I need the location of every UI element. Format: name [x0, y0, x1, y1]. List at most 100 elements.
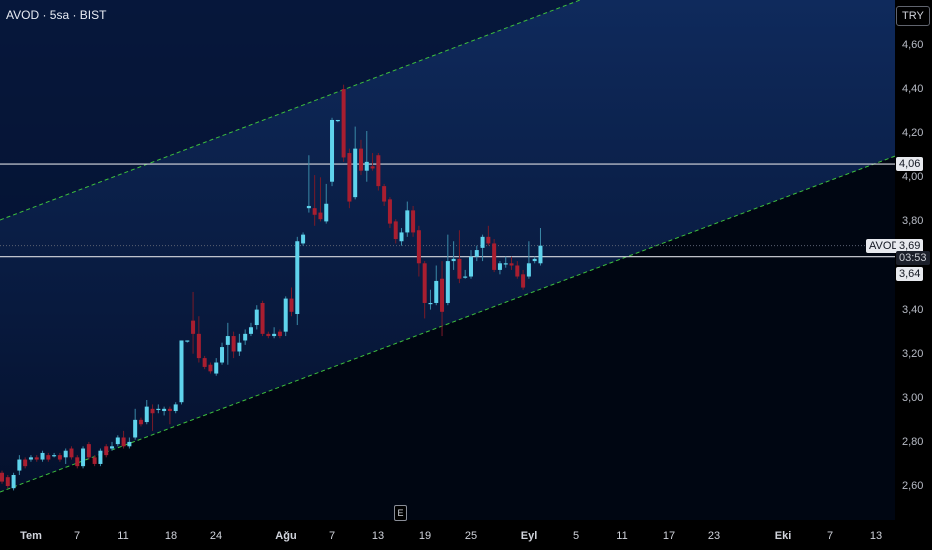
candle-body — [237, 342, 242, 352]
price-tick: 2,60 — [902, 480, 924, 492]
candle-body — [138, 419, 143, 425]
time-tick: 7 — [328, 530, 336, 542]
candle-body — [393, 221, 398, 240]
price-tick: 3,20 — [902, 347, 924, 360]
time-tick: 24 — [209, 530, 223, 542]
symbol-tag: AVOD — [866, 239, 903, 253]
time-tick: 19 — [418, 530, 432, 542]
candle-body — [179, 340, 184, 403]
candle-body — [115, 437, 120, 445]
candle-body — [162, 408, 167, 412]
candle-body — [156, 408, 161, 411]
candle-body — [341, 89, 346, 158]
candle-body — [445, 261, 450, 303]
time-tick: 11 — [117, 530, 129, 542]
candle-body — [11, 474, 16, 489]
candle-body — [144, 406, 149, 423]
candle-body — [521, 274, 526, 288]
time-tick: 7 — [826, 530, 834, 542]
time-tick: Ağu — [275, 530, 297, 542]
candle-body — [451, 258, 456, 262]
candle-body — [81, 448, 86, 467]
price-tick: 3,00 — [902, 391, 924, 404]
candle-body — [121, 437, 126, 447]
candle-body — [75, 457, 80, 467]
candle-body — [214, 362, 219, 374]
time-tick: 25 — [464, 530, 478, 542]
candle-body — [220, 347, 225, 363]
candle-body — [277, 331, 282, 337]
time-tick: 17 — [662, 530, 676, 542]
candle-body — [225, 336, 230, 345]
time-tick: 18 — [164, 530, 178, 542]
candle-body — [364, 161, 369, 171]
candle-body — [358, 148, 363, 171]
price-tick: 2,80 — [902, 435, 924, 448]
time-tick: 13 — [869, 530, 883, 542]
candle-body — [324, 203, 329, 222]
candle-body — [492, 243, 497, 270]
candle-body — [387, 199, 392, 224]
candle-body — [440, 278, 445, 312]
time-tick: 5 — [572, 530, 580, 542]
earnings-event-marker[interactable]: E — [394, 505, 407, 521]
candle-body — [283, 298, 288, 332]
candle-body — [306, 205, 311, 209]
candle-body — [40, 452, 45, 460]
candle-body — [312, 208, 317, 215]
candle-body — [330, 119, 335, 182]
candle-body — [133, 419, 138, 438]
candle-body — [399, 232, 404, 242]
price-tick: 3,80 — [902, 215, 924, 228]
currency-button[interactable]: TRY — [896, 6, 930, 26]
price-tick: 4,40 — [902, 83, 924, 96]
candle-body — [86, 444, 91, 458]
level-label-lower: 3,64 — [896, 267, 924, 281]
candle-body — [23, 459, 28, 467]
candle-body — [57, 455, 62, 460]
level-label-upper: 4,06 — [896, 157, 924, 171]
price-tick: 4,20 — [902, 127, 924, 140]
candle-body — [254, 309, 259, 326]
candle-body — [480, 236, 485, 248]
candle-body — [272, 333, 277, 337]
candle-body — [231, 336, 236, 352]
candle-body — [335, 119, 340, 122]
last-price-label: 3,69 — [896, 239, 924, 253]
candle-body — [382, 186, 387, 202]
candle-body — [376, 155, 381, 187]
candle-body — [353, 148, 358, 198]
candle-body — [260, 302, 265, 334]
bar-countdown: 03:53 — [896, 251, 930, 265]
candle-body — [411, 210, 416, 233]
candle-body — [457, 258, 462, 279]
candle-body — [167, 408, 172, 412]
candle-body — [405, 210, 410, 233]
candle-body — [497, 263, 502, 270]
candle-body — [104, 446, 109, 456]
candle-body — [503, 263, 508, 265]
candle-body — [295, 241, 300, 315]
candle-body — [196, 333, 201, 359]
time-axis-background — [0, 520, 932, 550]
candle-body — [92, 457, 97, 464]
candle-body — [370, 166, 375, 169]
candle-body — [422, 263, 427, 303]
candle-body — [5, 477, 10, 486]
candle-body — [34, 457, 39, 460]
candle-body — [526, 263, 531, 277]
candle-body — [248, 327, 253, 334]
candle-body — [0, 472, 4, 482]
candle-body — [486, 236, 491, 244]
time-tick: Eki — [774, 530, 792, 542]
candle-body — [428, 302, 433, 305]
candle-body — [150, 408, 155, 414]
candle-body — [127, 441, 132, 447]
time-tick: Tem — [20, 530, 42, 542]
candle-body — [474, 250, 479, 257]
symbol-title[interactable]: AVOD · 5sa · BIST — [6, 8, 107, 22]
time-tick: Eyl — [520, 530, 538, 542]
candle-body — [515, 265, 520, 277]
candle-body — [110, 446, 115, 449]
